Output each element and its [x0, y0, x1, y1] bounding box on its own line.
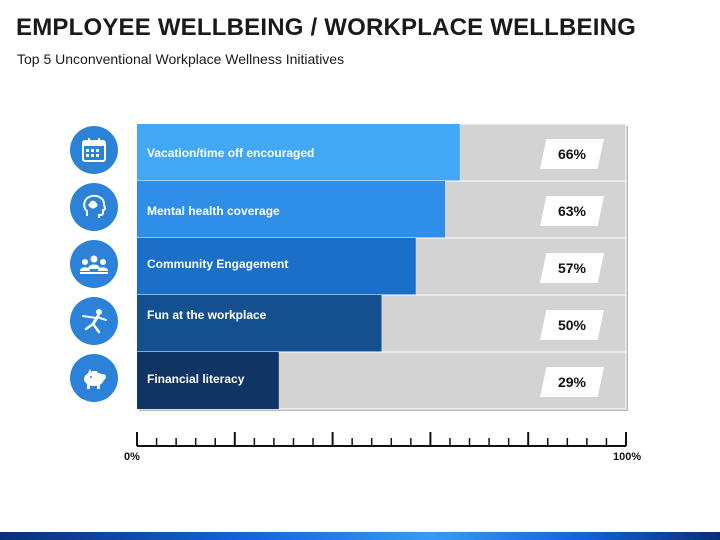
category-label: Vacation/time off encouraged [147, 146, 315, 160]
bar [137, 238, 416, 295]
value-label: 29% [540, 367, 604, 397]
bar [137, 181, 446, 238]
piggy-bank-icon [70, 354, 118, 402]
bar [137, 352, 279, 409]
axis-min-label: 0% [124, 451, 140, 463]
calendar-icon [70, 126, 118, 174]
bar [137, 124, 460, 181]
people-icon [70, 240, 118, 288]
value-label: 63% [540, 196, 604, 226]
category-label: Community Engagement [147, 257, 289, 271]
value-label: 66% [540, 139, 604, 169]
value-label-text: 50% [557, 317, 587, 333]
page-title: EMPLOYEE WELLBEING / WORKPLACE WELLBEING [16, 14, 636, 41]
dancer-icon [70, 297, 118, 345]
category-label: Fun at the workplace [147, 308, 267, 322]
head-icon [70, 183, 118, 231]
bar [137, 295, 382, 352]
axis-max-label: 100% [613, 451, 642, 463]
page-subtitle: Top 5 Unconventional Workplace Wellness … [17, 51, 345, 67]
value-label-text: 57% [557, 260, 587, 276]
category-label: Financial literacy [147, 372, 245, 386]
footer-bar [0, 532, 720, 540]
value-label: 57% [540, 253, 604, 283]
value-label-text: 66% [557, 146, 587, 162]
category-label: Mental health coverage [147, 204, 280, 218]
value-label: 50% [540, 310, 604, 340]
value-label-text: 29% [557, 374, 587, 390]
value-label-text: 63% [557, 203, 587, 219]
